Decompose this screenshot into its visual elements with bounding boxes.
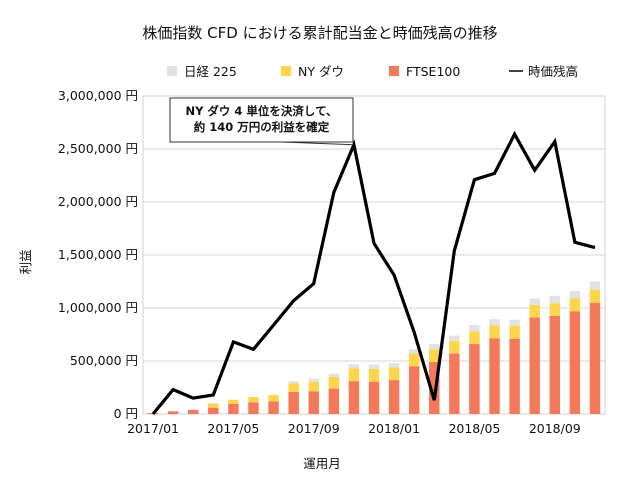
bar-segment [469,324,480,332]
bar-segment [167,411,179,414]
bar-segment [429,344,440,350]
bar-segment [348,364,360,369]
y-tick-label: 2,000,000 円 [58,194,138,209]
legend-label: 時価残高 [528,64,578,79]
bar-segment [248,397,259,403]
annotation-callout: NY ダウ 4 単位を決済して、約 140 万円の利益を確定 [169,97,354,146]
chart-title: 株価指数 CFD における累計配当金と時価残高の推移 [142,24,497,42]
bar-segment [529,298,540,305]
bar-segment [408,366,420,414]
legend-label: FTSE100 [406,64,460,79]
x-tick-label: 2017/09 [288,421,340,436]
bar-segment [348,381,360,414]
bar-segment [228,399,239,404]
bar-segment [569,298,581,312]
x-tick-label: 2017/05 [207,421,259,436]
bar-segment [509,338,520,414]
x-tick-label: 2018/01 [368,421,420,436]
callout-box [169,97,354,143]
callout-text-line: 約 140 万円の利益を確定 [194,120,330,134]
legend-label: 日経 225 [184,64,237,79]
bar-segment [328,388,340,414]
legend-swatch [167,66,177,76]
bar-segment [449,335,460,341]
line-layer [151,130,596,416]
bar-segment [328,373,340,377]
bar-segment [549,295,561,304]
y-tick-label: 1,500,000 円 [58,247,138,262]
bar-segment [248,402,259,414]
bar-segment [208,407,219,414]
bar-segment [228,403,239,414]
bar-segment [408,353,420,367]
bar-segment [368,381,380,414]
bar-segment [429,362,440,414]
bars [147,281,601,414]
bar-segment [328,376,340,389]
bar-segment [569,291,581,299]
bar-segment [449,353,460,414]
bar-segment [288,391,299,414]
bar-segment [589,289,601,303]
bar-segment [529,304,540,318]
bar-segment [368,368,380,382]
series-line [151,130,596,416]
y-tick-labels: 0 円 500,000 円 1,000,000 円 1,500,000 円 2,000,… [58,88,138,421]
bar-segment [288,383,299,392]
bar-segment [308,378,319,382]
bar-segment [348,368,360,382]
legend-swatch [281,66,291,76]
x-tick-label: 2018/09 [529,421,581,436]
bar-segment [268,394,279,402]
bar-segment [408,349,420,354]
y-tick-label: 500,000 円 [70,353,138,368]
bar-segment [509,319,520,327]
bar-segment [589,281,601,290]
legend-label: NY ダウ [298,64,344,79]
bar-segment [469,331,480,345]
x-tick-label: 2018/05 [448,421,500,436]
y-tick-label: 1,000,000 円 [58,300,138,315]
bar-segment [187,409,199,414]
bar-segment [288,381,299,384]
y-axis-title: 利益 [18,249,33,274]
bar-segment [569,311,581,414]
bar-segment [388,380,400,414]
y-tick-label: 0 円 [114,406,138,421]
legend-swatch [389,66,399,76]
bar-segment [489,319,500,326]
y-tick-label: 2,500,000 円 [58,141,138,156]
bar-segment [388,363,400,368]
bar-segment [489,325,500,339]
bar-segment [469,344,480,414]
bar-segment [268,401,279,414]
x-axis-title: 運用月 [303,456,341,471]
legend: 日経 225 NY ダウ FTSE100 時価残高 [167,64,578,79]
callout-text-line: NY ダウ 4 単位を決済して、 [185,104,337,118]
bar-segment [549,303,561,316]
bar-segment [549,315,561,414]
y-tick-label: 3,000,000 円 [58,88,138,103]
x-tick-label: 2017/01 [127,421,179,436]
bar-segment [208,403,219,408]
x-tick-labels: 2017/01 2017/05 2017/09 2018/01 2018/05 2018/… [127,421,581,436]
bar-segment [308,381,319,392]
bar-segment [449,340,460,354]
bar-segment [388,367,400,381]
bar-segment [589,302,601,414]
bar-segment [509,326,520,339]
bar-segment [489,338,500,414]
bar-segment [529,317,540,414]
bar-segment [429,349,440,363]
bar-segment [308,391,319,414]
bar-segment [368,364,380,369]
